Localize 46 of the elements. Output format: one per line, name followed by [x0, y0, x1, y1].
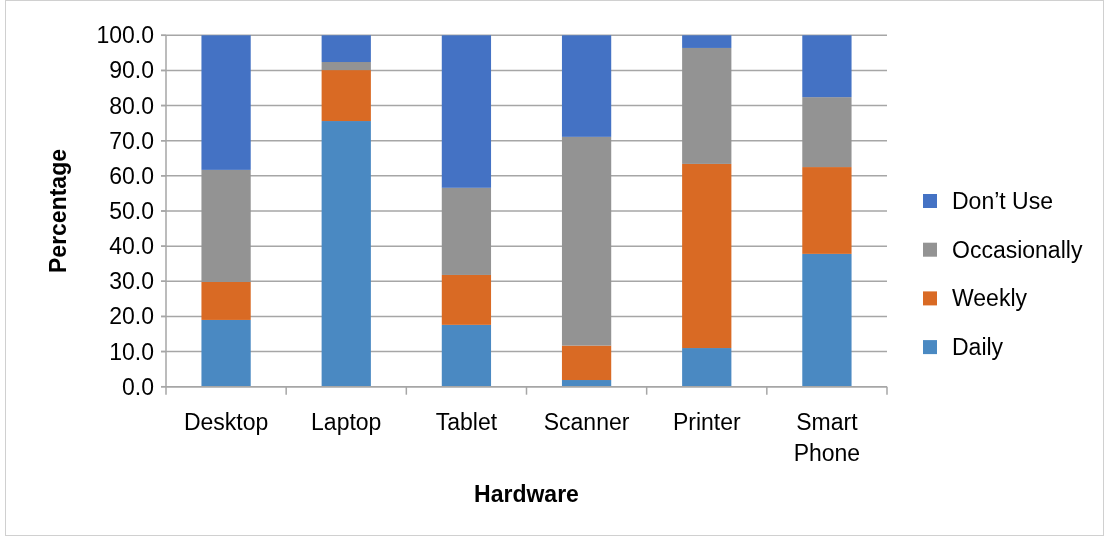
bar [802, 97, 852, 168]
y-tick-label: 100.0 [96, 22, 154, 49]
bar [201, 319, 251, 387]
x-axis-title: Hardware [474, 481, 579, 507]
legend-label: Occasionally [952, 236, 1083, 263]
bar [201, 281, 251, 320]
y-tick-label: 60.0 [109, 162, 154, 189]
bar [682, 348, 732, 387]
y-tick-label: 30.0 [109, 268, 154, 295]
bar [802, 35, 852, 98]
y-tick-label: 20.0 [109, 303, 154, 330]
bar [561, 345, 612, 381]
y-tick-label: 10.0 [109, 338, 154, 365]
x-tick-label: Desktop [183, 409, 269, 435]
bar [682, 163, 732, 349]
x-tick-label: Smart Phone [793, 409, 861, 466]
bar [321, 35, 371, 63]
bar [682, 35, 732, 48]
x-tick-label: Printer [672, 409, 741, 435]
bar [802, 253, 852, 387]
bar [561, 136, 612, 346]
bar [561, 35, 612, 137]
y-tick-label: 50.0 [109, 198, 154, 224]
y-tick-label: 80.0 [109, 92, 154, 119]
y-tick-label: 40.0 [109, 233, 154, 260]
x-tick-label: Tablet [435, 409, 498, 435]
bar [321, 121, 371, 387]
bar [441, 274, 492, 325]
bar [441, 187, 492, 275]
bar [201, 35, 251, 170]
bar [802, 167, 852, 254]
x-tick-label: Laptop [311, 409, 382, 435]
y-tick-label: 0.0 [122, 373, 154, 400]
legend-label: Daily [952, 334, 1004, 361]
y-tick-label: 90.0 [109, 57, 154, 84]
bar [321, 70, 371, 122]
x-tick-label: Scanner [543, 409, 630, 435]
legend-label: Weekly [952, 285, 1028, 312]
bar [321, 62, 371, 71]
bar [682, 47, 732, 164]
legend-label: Don’t Use [952, 188, 1053, 214]
y-tick-label: 70.0 [109, 127, 154, 154]
bar [441, 324, 492, 387]
bar [441, 35, 492, 188]
bar [201, 169, 251, 282]
y-axis-title: Percentage [45, 148, 71, 274]
